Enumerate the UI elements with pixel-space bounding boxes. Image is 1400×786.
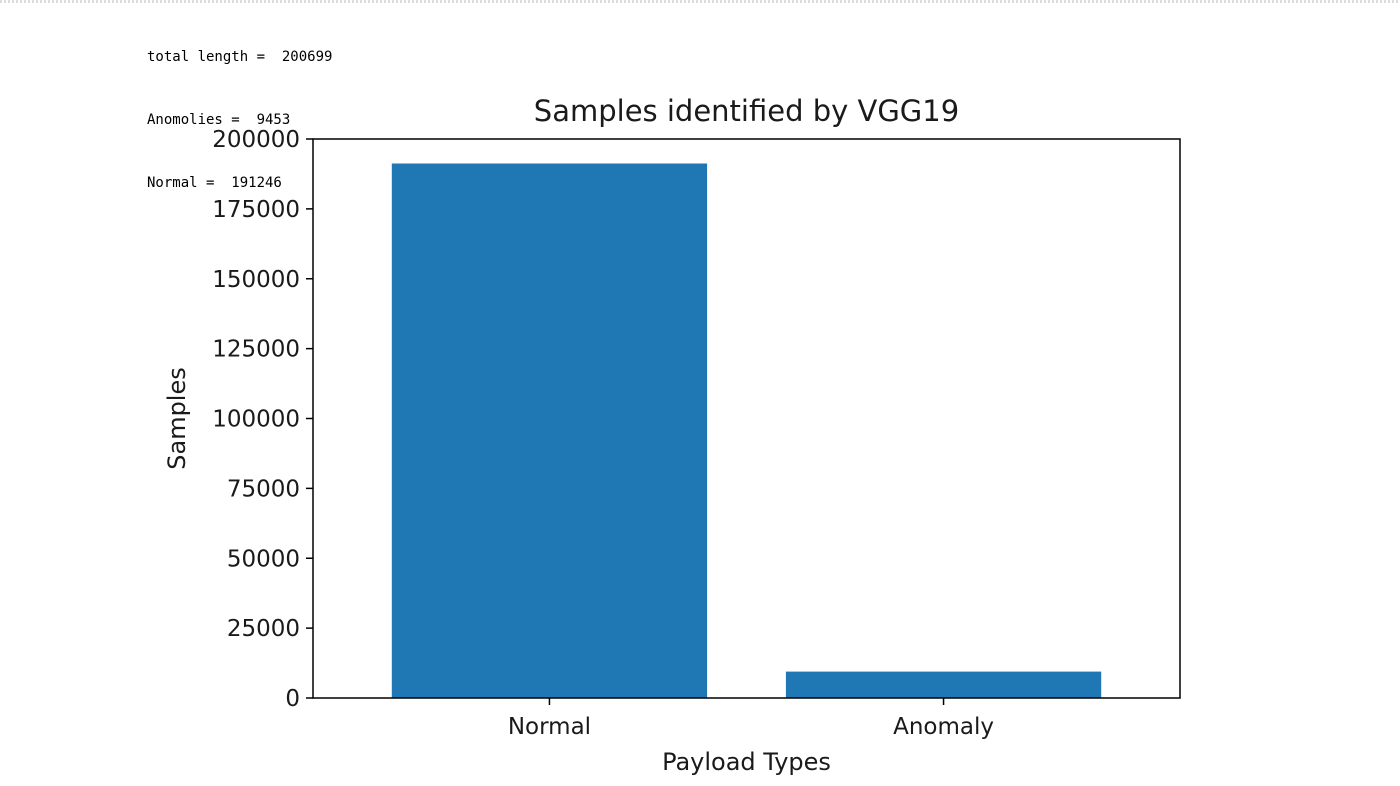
cell-divider xyxy=(0,0,1400,3)
bar-normal xyxy=(391,163,708,698)
y-tick-label: 175000 xyxy=(212,197,300,223)
y-tick-label: 25000 xyxy=(227,616,300,642)
y-tick-label: 150000 xyxy=(212,267,300,293)
y-tick-label: 100000 xyxy=(212,407,300,433)
chart-title: Samples identified by VGG19 xyxy=(534,94,959,128)
console-line-anomolies: Anomolies = 9453 xyxy=(147,112,291,128)
plot-frame xyxy=(312,138,1181,699)
chart-layer: Normal Anomaly 0 25000 50000 75000 100000 12500… xyxy=(163,94,1181,776)
x-axis-label: Payload Types xyxy=(662,748,831,776)
console-line-total-length: total length = 200699 xyxy=(147,49,333,65)
y-tick-label: 200000 xyxy=(212,127,300,153)
x-tick-label: Normal xyxy=(508,714,591,740)
y-tick-label: 75000 xyxy=(227,476,300,502)
console-line-normal: Normal = 191246 xyxy=(147,175,282,191)
x-tick-label: Anomaly xyxy=(893,714,994,740)
y-tick-label: 0 xyxy=(285,686,300,712)
y-axis-label: Samples xyxy=(163,367,191,470)
bar-anomaly xyxy=(785,671,1102,698)
y-tick-label: 125000 xyxy=(212,337,300,363)
y-tick-label: 50000 xyxy=(227,546,300,572)
console-output: total length = 200699 Anomolies = 9453 N… xyxy=(147,5,332,236)
